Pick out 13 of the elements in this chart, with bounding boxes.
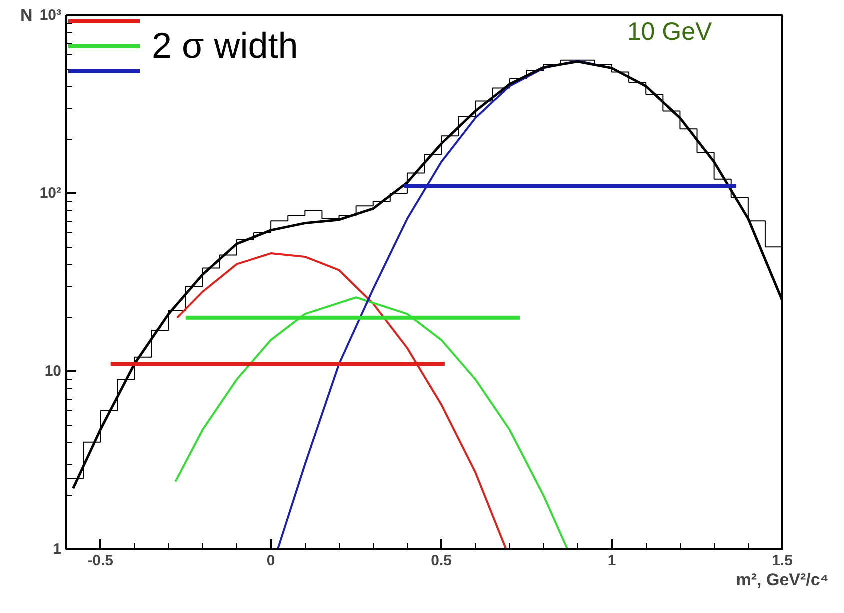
y-tick-label: 1 [53, 541, 62, 558]
y-tick-label: 10³ [40, 7, 62, 24]
x-tick-label: 0 [266, 552, 276, 570]
y-axis-title: N [20, 6, 33, 25]
x-tick-label: 0.5 [431, 552, 452, 570]
text: 2 σ width [152, 25, 298, 67]
annotation: 10 GeV [627, 18, 712, 46]
x-tick-label: 1 [608, 552, 616, 570]
x-tick-label: -0.5 [88, 552, 114, 570]
y-tick-label: 10 [44, 363, 62, 380]
x-axis-title: m², GeV²/c⁴ [736, 570, 829, 590]
y-tick-label: 10² [40, 185, 62, 202]
x-tick-label: 1.5 [772, 552, 793, 570]
